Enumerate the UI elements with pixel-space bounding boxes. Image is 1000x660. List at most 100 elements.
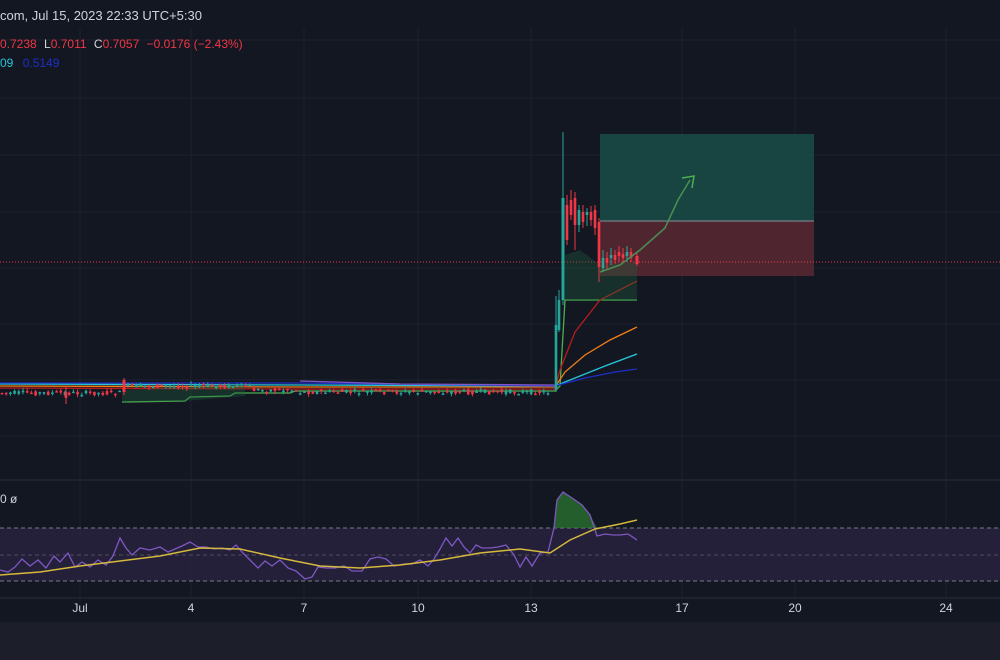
rsi-line [0,491,638,580]
x-tick-label: 13 [524,601,538,615]
candle-body [114,393,117,396]
candle-body [577,210,581,225]
candle-body [353,389,357,392]
candle-body [181,385,184,388]
candle-body [303,391,306,393]
candle-body [569,200,573,215]
candle-body [561,198,565,300]
candle-body [88,391,92,394]
candle-body [42,392,46,394]
candle-body [135,384,138,388]
candlesticks [0,132,639,404]
candle-body [160,384,163,386]
candle-body [542,390,546,393]
candle-body [324,392,327,395]
candle-body [122,380,126,392]
candle-body [593,210,597,228]
candle-body [0,392,4,395]
candle-body [84,390,88,394]
candle-body [277,388,281,391]
grid-lines [0,28,1000,598]
ohlc-low-value: 0.7011 [50,37,87,51]
candle-body [307,391,310,395]
candle-body [202,383,205,386]
candle-body [25,391,29,393]
candle-body [475,391,478,393]
ma-line-blue [0,368,638,387]
candle-body [294,390,298,392]
ma-legend: 09 0.5149 [0,56,59,70]
candle-body [513,392,516,394]
candle-body [328,390,331,392]
candle-body [387,389,390,392]
candle-body [319,389,323,392]
candle-body [508,389,512,394]
candle-body [416,392,420,395]
candle-body [454,390,457,394]
candle-body [399,392,403,395]
candle-body [252,388,256,392]
rsi-ma-line [0,519,638,576]
candle-body [93,391,96,396]
candle-body [403,390,407,393]
candle-body [143,385,147,388]
x-tick-label: 24 [939,601,953,615]
candle-body [597,222,601,267]
candle-body [420,390,424,392]
candle-body [554,325,558,390]
loss-zone[interactable] [600,221,814,276]
candle-body [261,389,264,392]
candle-body [504,391,508,395]
profit-zone[interactable] [600,134,814,221]
ohlc-open-value: 0.7238 [0,37,37,51]
candle-body [177,385,180,389]
candle-body [17,391,21,394]
candle-body [51,392,54,395]
candle-body [585,212,589,215]
candle-body [382,392,386,395]
candle-body [609,255,613,258]
x-axis-ticks: Jul 4 7 10 13 17 20 24 [72,601,953,615]
candle-body [462,389,466,392]
candle-body [471,390,474,395]
candle-body [130,383,134,386]
ma-line-red [0,280,638,390]
candle-body [441,393,445,395]
breakout-fill-area [565,250,637,300]
candle-body [357,393,361,395]
candle-body [617,252,621,256]
x-tick-label: Jul [72,601,87,615]
candle-body [366,391,369,393]
candle-body [345,389,348,393]
candle-body [391,390,394,392]
candle-body [235,384,239,387]
candle-body [629,252,633,258]
candle-body [265,391,268,394]
candle-body [21,390,25,393]
candle-body [621,254,625,258]
candle-body [55,391,58,393]
candle-body [219,384,222,387]
ma-line-green [121,299,637,403]
candle-body [248,384,252,387]
candle-body [126,383,130,386]
rsi-overbought-fill [554,492,597,528]
candle-body [206,384,210,387]
candle-body [349,391,352,394]
candle-body [223,385,226,389]
candle-body [573,198,577,225]
candle-body [625,252,629,256]
projection-arrow[interactable] [599,179,691,273]
candle-body [227,384,231,388]
candle-body [282,390,285,393]
candle-body [38,392,42,394]
candle-body [521,390,525,393]
candle-body [269,389,273,392]
candle-body [46,391,50,395]
ma-line-purple [299,380,556,386]
candle-body [109,390,113,393]
candle-body [487,390,491,395]
candle-body [76,391,79,395]
candle-body [256,388,260,391]
